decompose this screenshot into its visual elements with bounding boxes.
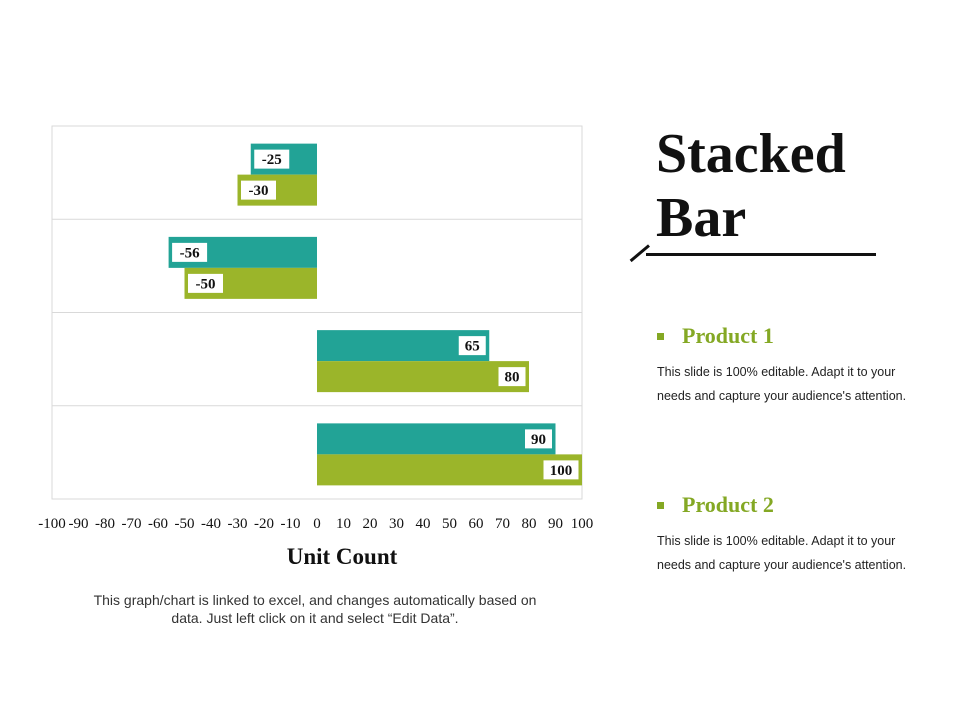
x-tick-label: 50 [442,516,457,532]
x-tick-label: -30 [228,516,248,532]
data-label: 90 [531,432,546,448]
data-label: 100 [550,463,573,479]
data-label: -50 [196,276,216,292]
data-label-box [238,177,279,203]
x-tick-label: 70 [495,516,510,532]
x-tick-label: -60 [148,516,168,532]
product-2-title: Product 2 [682,492,774,517]
x-tick-label: -90 [69,516,89,532]
x-tick-label: -40 [201,516,221,532]
x-tick-label: 60 [469,516,484,532]
data-label-box [169,239,211,265]
x-tick-label: -70 [122,516,142,532]
square-bullet-icon [657,332,664,340]
x-tick-label: 90 [548,516,563,532]
square-bullet-icon [657,501,664,509]
slide-title-line-1: Stacked [656,123,846,185]
x-tick-label: 0 [313,516,321,532]
data-label-box [185,270,226,296]
product-1-block: Product 1 This slide is 100% editable. A… [657,322,937,408]
product-1-description: This slide is 100% editable. Adapt it to… [657,365,907,403]
x-tick-label: -100 [38,516,66,532]
slide-title: Stacked Bar [656,122,936,250]
x-tick-label: 20 [363,516,378,532]
product-1-title: Product 1 [682,323,774,348]
data-label: 80 [505,370,520,386]
x-tick-label: 10 [336,516,351,532]
data-label: -56 [180,245,200,261]
bar-series-2 [317,454,582,486]
slide-title-line-2: Bar [656,187,747,249]
bar-series-2 [317,361,529,393]
data-label: -25 [262,152,282,168]
x-tick-label: 80 [522,516,537,532]
x-tick-label: -80 [95,516,115,532]
chart-note: This graph/chart is linked to excel, and… [93,592,537,626]
data-label: -30 [249,183,269,199]
data-label: 65 [465,339,480,355]
x-axis-label: Unit Count [286,544,398,569]
x-tick-label: -20 [254,516,274,532]
product-2-description: This slide is 100% editable. Adapt it to… [657,534,907,572]
data-label-box [455,333,489,359]
data-label-box [522,426,555,452]
x-tick-label: 100 [571,516,594,532]
x-tick-label: 40 [416,516,431,532]
data-label-box [251,146,293,172]
x-tick-label: -50 [175,516,195,532]
data-label-box [495,364,529,390]
bar-series-1 [317,423,556,455]
x-tick-label: -10 [281,516,301,532]
x-tick-label: 30 [389,516,404,532]
title-underline [646,253,876,256]
product-2-block: Product 2 This slide is 100% editable. A… [657,491,937,577]
data-label-box [540,457,582,483]
